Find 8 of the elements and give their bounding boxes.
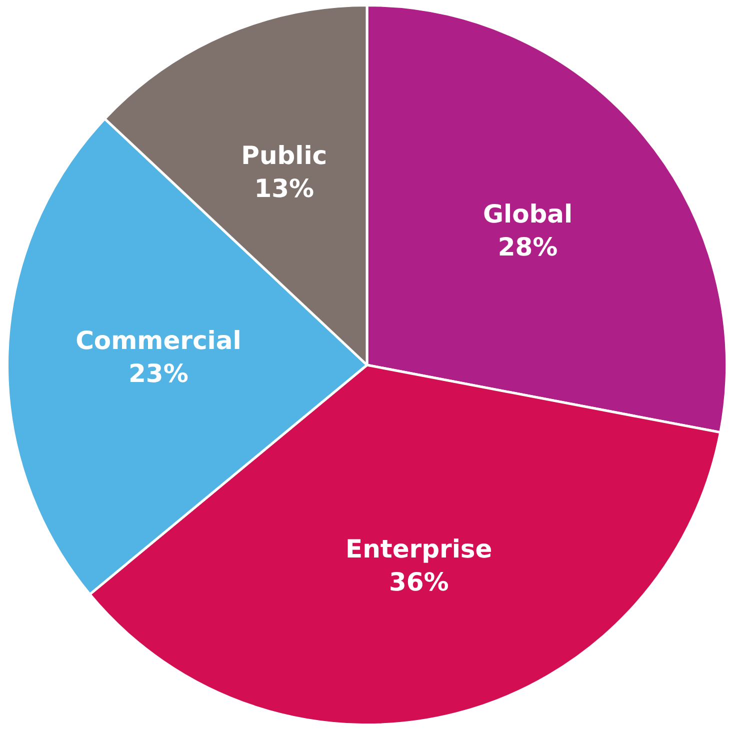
- data-label: 28%: [498, 232, 558, 262]
- slice-label: Global: [482, 200, 573, 228]
- data-label: 13%: [254, 174, 314, 204]
- slice-label: Enterprise: [346, 534, 492, 564]
- slice-label: Commercial: [76, 326, 242, 355]
- data-label: 23%: [128, 358, 188, 388]
- slice-label: Public: [241, 141, 328, 170]
- data-label: 36%: [388, 568, 449, 597]
